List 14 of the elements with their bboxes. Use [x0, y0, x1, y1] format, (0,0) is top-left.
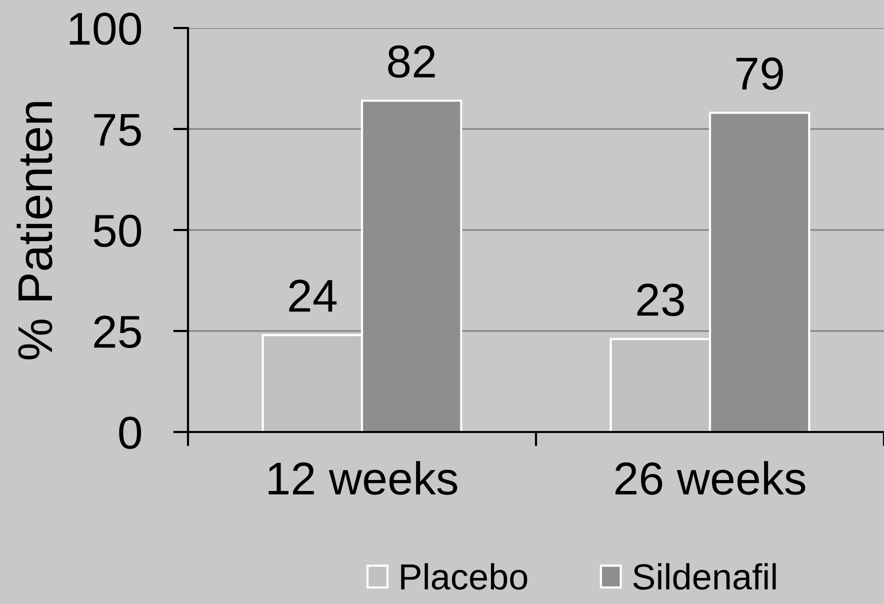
- y-axis-title: % Patienten: [16, 102, 52, 360]
- y-tick-label: 50: [94, 214, 142, 248]
- y-tick-label: 75: [94, 114, 141, 146]
- data-label: 79: [736, 57, 783, 90]
- legend-label: Placebo: [401, 563, 528, 590]
- y-tick-label: 25: [94, 316, 141, 348]
- x-tick-label: 26 weeks: [615, 461, 806, 495]
- y-tick-label: 0: [119, 416, 142, 450]
- y-tick-label: 100: [70, 12, 142, 46]
- data-label: 23: [637, 284, 684, 316]
- x-tick-label: 12 weeks: [268, 461, 458, 495]
- legend-label: Sildenafil: [633, 563, 776, 590]
- data-label: 82: [388, 45, 435, 78]
- data-label: 24: [289, 280, 337, 312]
